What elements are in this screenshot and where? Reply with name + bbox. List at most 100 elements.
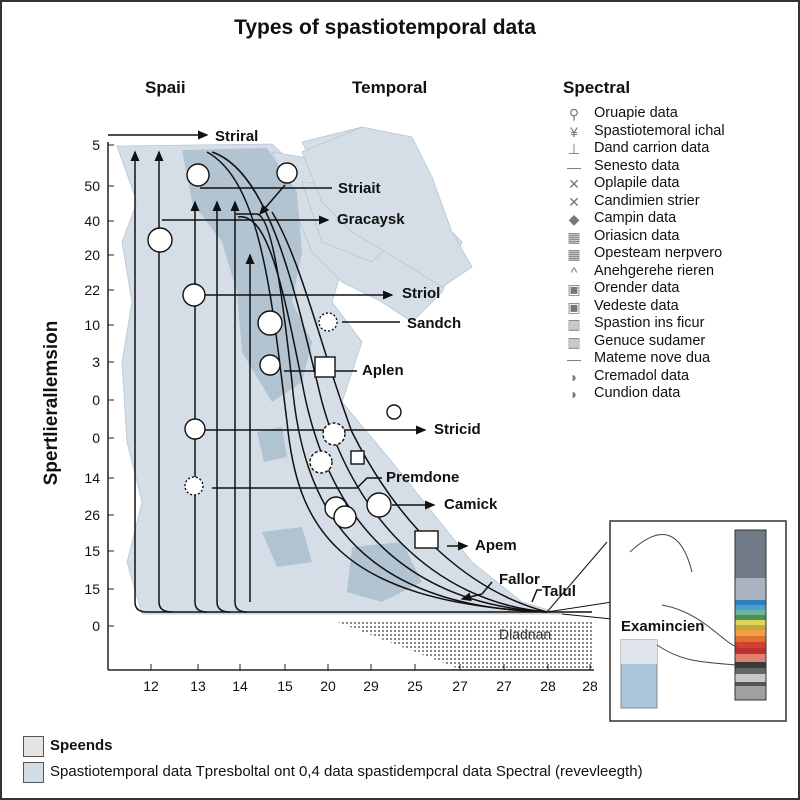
- page-title: Types of spastiotemporal data: [234, 16, 536, 39]
- frame-icon: ▣: [567, 281, 581, 297]
- y-tick-label: 40: [84, 213, 100, 229]
- vertical-arrow: [217, 202, 231, 613]
- label-gracaysk: Gracaysk: [337, 211, 405, 228]
- line-icon: —: [567, 351, 581, 367]
- node-icon: [257, 310, 283, 336]
- x-tick-label: 27: [452, 678, 468, 694]
- x-tick-label: 13: [190, 678, 206, 694]
- spectral-legend-item: Campin data: [594, 210, 677, 226]
- line-icon: —: [567, 158, 581, 175]
- map-region-northeast: [301, 126, 473, 288]
- line-premdone: [212, 477, 382, 489]
- spectral-legend-item: Cundion data: [594, 385, 681, 401]
- label-sandch: Sandch: [407, 315, 462, 332]
- spectrum-band: [735, 662, 766, 668]
- spectral-legend-item: Orender data: [594, 280, 680, 296]
- x-tick-label: 27: [496, 678, 512, 694]
- shield-icon: ◗: [569, 368, 579, 385]
- y-ticks: [108, 144, 114, 627]
- spectral-legend-item: Vedeste data: [594, 297, 679, 314]
- label-striol: Striol: [402, 285, 441, 302]
- blocks-icon: ▥: [567, 316, 581, 332]
- x-tick-label: 15: [277, 678, 293, 694]
- x-tick-label: 28: [540, 678, 556, 694]
- y-tick-label: 0: [92, 392, 100, 408]
- y-tick-label: 50: [84, 178, 100, 194]
- decay-curve: [211, 151, 548, 613]
- x-tick-label: 25: [407, 678, 423, 694]
- spectrum-band: [735, 625, 766, 630]
- column-header-spectral: Spectral: [563, 78, 631, 97]
- decay-curve: [236, 213, 548, 613]
- legend-swatch-spatiotemporal: [23, 762, 44, 783]
- spectrum-band: [735, 605, 766, 610]
- label-fallor: Fallor: [499, 571, 540, 588]
- antenna-icon: ¥: [570, 123, 578, 140]
- node-icon: [184, 418, 206, 440]
- pointer-gracaysk: [259, 184, 286, 216]
- legend-label-speends: Speends: [50, 737, 113, 754]
- spectral-legend-item: Mateme nove dua: [594, 350, 711, 366]
- map-dark-region: [262, 527, 312, 567]
- y-tick-label: 22: [84, 282, 100, 298]
- spectrum-band: [735, 615, 766, 620]
- blocks-icon: ▥: [567, 333, 581, 350]
- spectrum-band: [735, 668, 766, 674]
- x-tick-label: 12: [143, 678, 159, 694]
- spectral-legend-item: Oriasicn data: [594, 227, 680, 244]
- music-note-icon: [366, 492, 392, 518]
- spectrum-band: [735, 636, 766, 642]
- node-icons: [147, 162, 439, 549]
- spectral-legend-item: Opesteam nerpvero: [594, 245, 723, 261]
- spectrum-band: [735, 530, 766, 578]
- x-tick-label: 14: [232, 678, 248, 694]
- y-tick-label: 14: [84, 470, 100, 486]
- shield-icon: ◗: [569, 386, 579, 402]
- grid-icon: ▦: [567, 228, 581, 245]
- label-premdone: Premdone: [386, 469, 460, 486]
- vertical-arrow: [159, 152, 173, 613]
- network-icon: ⚲: [568, 106, 580, 122]
- cross-node-icon: ✕: [568, 193, 580, 210]
- inset-water-top: [621, 640, 657, 664]
- node-icon: [184, 476, 204, 496]
- chart-icon: [350, 450, 365, 465]
- y-tick-label: 15: [84, 543, 100, 559]
- node-icon: [309, 450, 333, 474]
- spectral-legend-item: Oruapie data: [594, 105, 678, 121]
- y-tick-label: 10: [84, 317, 100, 333]
- spectral-legend-item: Senesto data: [594, 157, 680, 174]
- y-axis-label: Spertlierallemsion: [41, 320, 62, 486]
- spectral-legend-item: Candimien strier: [594, 192, 700, 209]
- y-tick-label: 26: [84, 507, 100, 523]
- node-icon: [276, 162, 298, 184]
- inset-curve: [629, 534, 738, 666]
- label-aplen: Aplen: [362, 362, 404, 379]
- flow-lines: [108, 130, 643, 623]
- label-stricid: Stricid: [434, 421, 481, 438]
- spectrum-band: [735, 610, 766, 615]
- spectrum-bar: [734, 529, 767, 701]
- decay-curve: [271, 211, 548, 613]
- spectrum-band: [735, 648, 766, 654]
- spectral-legend-item: Dand carrion data: [594, 140, 710, 156]
- line-talul: [531, 589, 542, 603]
- spectrum-band: [735, 642, 766, 648]
- label-striait: Striait: [338, 180, 381, 197]
- diamond-line-icon: ◆: [568, 211, 580, 227]
- exchange-icon: [414, 530, 439, 549]
- spectral-inset: [609, 520, 787, 722]
- y-tick-label: 0: [92, 430, 100, 446]
- y-tick-label: 15: [84, 581, 100, 597]
- y-tick-label: 3: [92, 354, 100, 370]
- spectral-legend-item: Anehgerehe rieren: [594, 262, 715, 279]
- arrow-fallor: [462, 581, 493, 599]
- legend-label-spatiotemporal: Spastiotemporal data Tpresboltal ont 0,4…: [50, 763, 643, 780]
- node-icon: [318, 312, 338, 332]
- spectral-legend-item: Oplapile data: [594, 175, 680, 191]
- node-icon: [386, 404, 402, 420]
- label-talul: Talul: [542, 583, 576, 600]
- vertical-arrow: [195, 202, 208, 613]
